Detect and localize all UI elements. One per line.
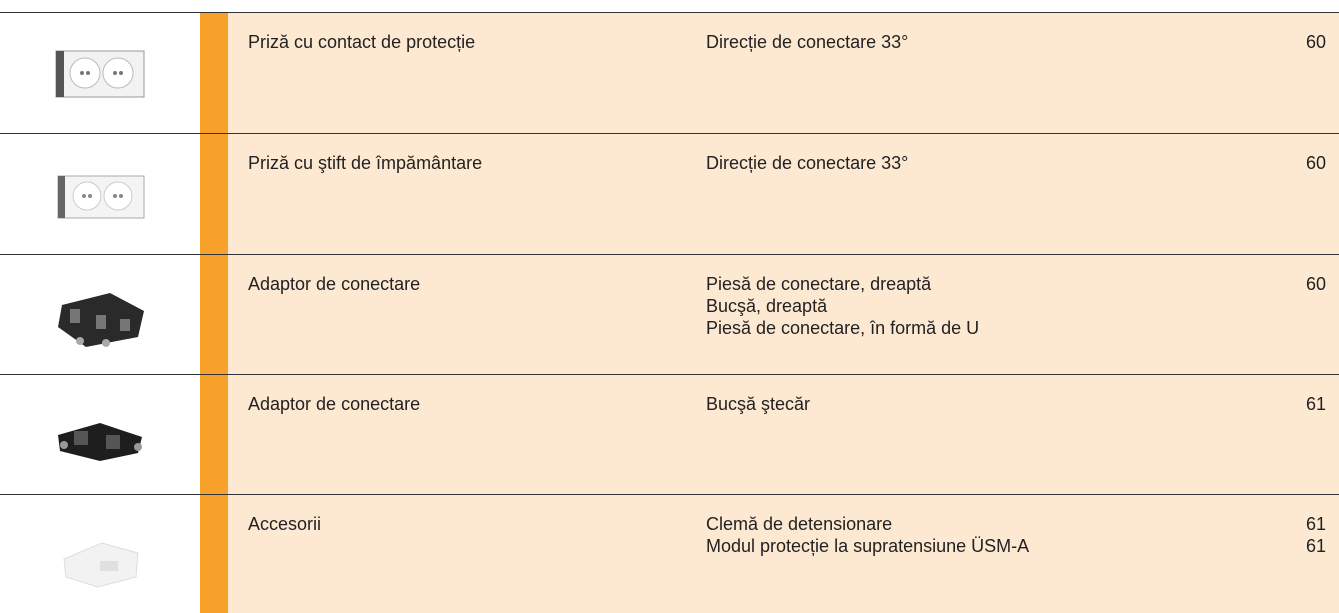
product-image <box>63 542 139 588</box>
description: Bucşă, dreaptă <box>706 296 828 316</box>
descriptions: Clemă de detensionare Modul protecție la … <box>706 513 1029 557</box>
page-number: 61 <box>1305 514 1326 534</box>
table-row: Adaptor de conectare Piesă de conectare, … <box>0 254 1339 374</box>
page-number: 60 <box>1305 32 1326 52</box>
accent-bar <box>200 12 228 613</box>
descriptions: Bucşă ştecăr <box>706 393 810 415</box>
page-numbers: 60 <box>1306 152 1326 174</box>
description: Piesă de conectare, dreaptă <box>706 274 932 294</box>
table-background <box>228 12 1339 613</box>
page-number: 61 <box>1305 394 1326 414</box>
descriptions: Direcție de conectare 33° <box>706 31 908 53</box>
page-numbers: 60 <box>1306 31 1326 53</box>
description: Direcție de conectare 33° <box>706 153 909 173</box>
product-image <box>55 50 145 98</box>
page-numbers: 60 <box>1306 273 1326 295</box>
description: Piesă de conectare, în formă de U <box>706 318 980 338</box>
page-number: 61 <box>1305 536 1326 556</box>
product-name: Accesorii <box>248 514 322 534</box>
description: Clemă de detensionare <box>706 514 893 534</box>
product-name: Priză cu contact de protecție <box>248 32 476 52</box>
page-number: 60 <box>1305 274 1326 294</box>
product-name: Adaptor de conectare <box>248 394 421 414</box>
product-name: Adaptor de conectare <box>248 274 421 294</box>
table-row: Adaptor de conectare Bucşă ştecăr 61 <box>0 374 1339 494</box>
description: Bucşă ştecăr <box>706 394 811 414</box>
page-number: 60 <box>1305 153 1326 173</box>
page-numbers: 61 61 <box>1306 513 1326 557</box>
product-image <box>58 423 142 461</box>
product-name: Priză cu ştift de împământare <box>248 153 483 173</box>
page-numbers: 61 <box>1306 393 1326 415</box>
product-image <box>58 293 144 347</box>
descriptions: Direcție de conectare 33° <box>706 152 908 174</box>
table-row: Priză cu contact de protecție Direcție de… <box>0 12 1339 133</box>
table-row: Accesorii Clemă de detensionare Modul prot… <box>0 494 1339 613</box>
descriptions: Piesă de conectare, dreaptă Bucşă, dreapt… <box>706 273 979 339</box>
description: Direcție de conectare 33° <box>706 32 909 52</box>
product-image <box>57 175 145 219</box>
description: Modul protecție la supratensiune ÜSM-A <box>706 536 1030 556</box>
table-row: Priză cu ştift de împământare Direcție de… <box>0 133 1339 254</box>
